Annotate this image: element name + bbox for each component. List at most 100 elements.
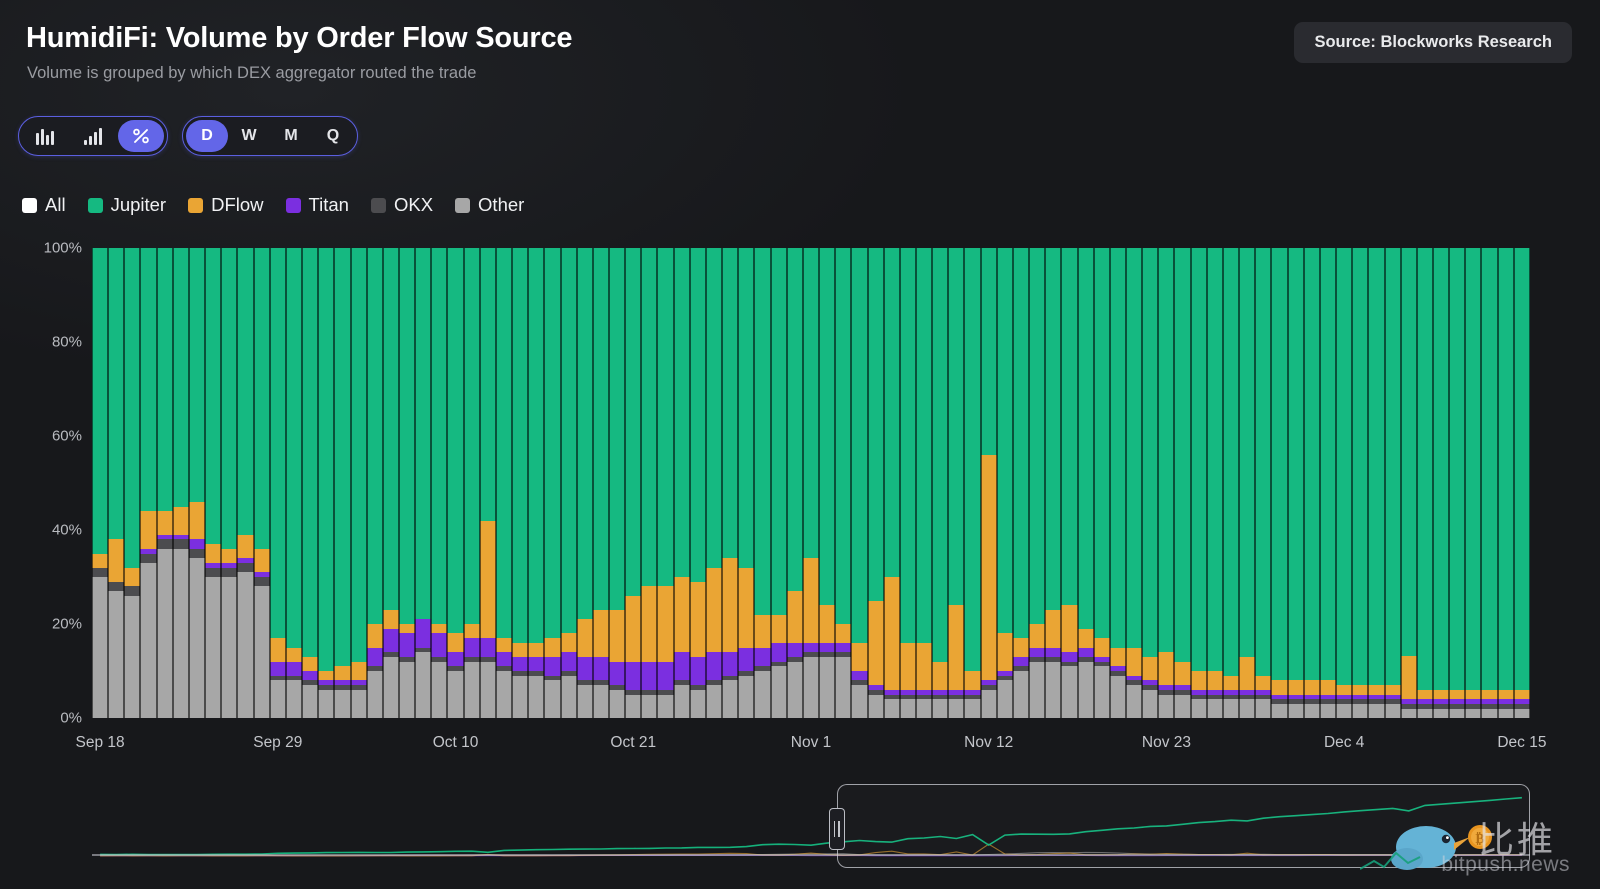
- bar-column[interactable]: [463, 248, 480, 718]
- bar-column[interactable]: [705, 248, 723, 718]
- bar-column[interactable]: [269, 248, 286, 718]
- bar-column[interactable]: [1481, 248, 1498, 718]
- bar-column[interactable]: [1271, 248, 1288, 718]
- bar-column[interactable]: [512, 248, 529, 718]
- legend-item-all[interactable]: All: [22, 194, 66, 216]
- bar-column[interactable]: [495, 248, 513, 718]
- bar-column[interactable]: [1174, 248, 1191, 718]
- bar-column[interactable]: [560, 248, 577, 718]
- bar-column[interactable]: [415, 248, 432, 718]
- bar-column[interactable]: [1465, 248, 1482, 718]
- bar-column[interactable]: [1109, 248, 1126, 718]
- interval-option-D[interactable]: D: [186, 120, 228, 152]
- bar-column[interactable]: [431, 248, 448, 718]
- bar-column[interactable]: [932, 248, 949, 718]
- bar-column[interactable]: [382, 248, 399, 718]
- legend-item-other[interactable]: Other: [455, 194, 524, 216]
- bar-column[interactable]: [819, 248, 836, 718]
- bar-column[interactable]: [350, 248, 367, 718]
- bar-column[interactable]: [1029, 248, 1046, 718]
- bar-column[interactable]: [1222, 248, 1240, 718]
- bar-column[interactable]: [835, 248, 852, 718]
- bar-column[interactable]: [1255, 248, 1272, 718]
- bar-column[interactable]: [285, 248, 303, 718]
- bar-column[interactable]: [479, 248, 496, 718]
- bar-column[interactable]: [899, 248, 916, 718]
- bar-column[interactable]: [92, 248, 109, 718]
- bar-column[interactable]: [1190, 248, 1207, 718]
- bar-column[interactable]: [1416, 248, 1433, 718]
- bar-column[interactable]: [576, 248, 593, 718]
- bar-column[interactable]: [964, 248, 981, 718]
- bar-column[interactable]: [1093, 248, 1110, 718]
- legend-item-okx[interactable]: OKX: [370, 194, 433, 216]
- chart-type-option-percent-chart[interactable]: [118, 120, 164, 152]
- bar-column[interactable]: [1061, 248, 1078, 718]
- bar-column[interactable]: [915, 248, 933, 718]
- bar-column[interactable]: [786, 248, 803, 718]
- bar-column[interactable]: [398, 248, 416, 718]
- bar-column[interactable]: [1449, 248, 1466, 718]
- bar-column[interactable]: [156, 248, 173, 718]
- bar-column[interactable]: [334, 248, 351, 718]
- bar-column[interactable]: [1432, 248, 1450, 718]
- bar-column[interactable]: [188, 248, 206, 718]
- bar-column[interactable]: [1319, 248, 1337, 718]
- bar-column[interactable]: [1400, 248, 1417, 718]
- bar-column[interactable]: [948, 248, 965, 718]
- bar-column[interactable]: [883, 248, 900, 718]
- bar-column[interactable]: [221, 248, 238, 718]
- bar-column[interactable]: [1126, 248, 1143, 718]
- bar-column[interactable]: [172, 248, 189, 718]
- bar-column[interactable]: [689, 248, 706, 718]
- bar-column[interactable]: [237, 248, 254, 718]
- legend-item-dflow[interactable]: DFlow: [188, 194, 264, 216]
- chart-type-option-stacked-bar-chart[interactable]: [70, 120, 118, 152]
- bar-column[interactable]: [980, 248, 997, 718]
- bar-column[interactable]: [108, 248, 125, 718]
- bar-column[interactable]: [1513, 248, 1530, 718]
- bar-column[interactable]: [1142, 248, 1159, 718]
- legend-item-titan[interactable]: Titan: [285, 194, 349, 216]
- bar-column[interactable]: [447, 248, 464, 718]
- bar-column[interactable]: [318, 248, 335, 718]
- bar-column[interactable]: [641, 248, 658, 718]
- bar-column[interactable]: [657, 248, 674, 718]
- bar-column[interactable]: [1045, 248, 1062, 718]
- bar-column[interactable]: [770, 248, 787, 718]
- bar-column[interactable]: [1077, 248, 1094, 718]
- bar-column[interactable]: [802, 248, 820, 718]
- bar-column[interactable]: [1206, 248, 1223, 718]
- bar-column[interactable]: [1368, 248, 1385, 718]
- bar-column[interactable]: [1352, 248, 1369, 718]
- bar-column[interactable]: [609, 248, 626, 718]
- bar-column[interactable]: [366, 248, 383, 718]
- bar-column[interactable]: [625, 248, 642, 718]
- interval-option-W[interactable]: W: [241, 127, 257, 144]
- bar-column[interactable]: [1287, 248, 1304, 718]
- chart-type-toggle-group[interactable]: [18, 116, 168, 156]
- bar-column[interactable]: [738, 248, 755, 718]
- bar-column[interactable]: [722, 248, 739, 718]
- chart-type-option-bar-chart[interactable]: [22, 120, 70, 152]
- bar-column[interactable]: [302, 248, 319, 718]
- bar-column[interactable]: [996, 248, 1013, 718]
- bar-column[interactable]: [1239, 248, 1256, 718]
- interval-option-M[interactable]: M: [284, 127, 298, 144]
- bar-column[interactable]: [205, 248, 222, 718]
- legend-item-jupiter[interactable]: Jupiter: [87, 194, 166, 216]
- bar-column[interactable]: [673, 248, 690, 718]
- bar-column[interactable]: [124, 248, 141, 718]
- interval-option-Q[interactable]: Q: [326, 127, 340, 144]
- brush-left-handle[interactable]: [828, 808, 845, 850]
- bar-column[interactable]: [253, 248, 270, 718]
- bar-column[interactable]: [1158, 248, 1175, 718]
- bar-column[interactable]: [592, 248, 609, 718]
- bar-column[interactable]: [1336, 248, 1353, 718]
- range-brush[interactable]: [92, 778, 1530, 874]
- bar-column[interactable]: [851, 248, 868, 718]
- bar-column[interactable]: [528, 248, 545, 718]
- bar-column[interactable]: [1497, 248, 1514, 718]
- bar-column[interactable]: [1384, 248, 1401, 718]
